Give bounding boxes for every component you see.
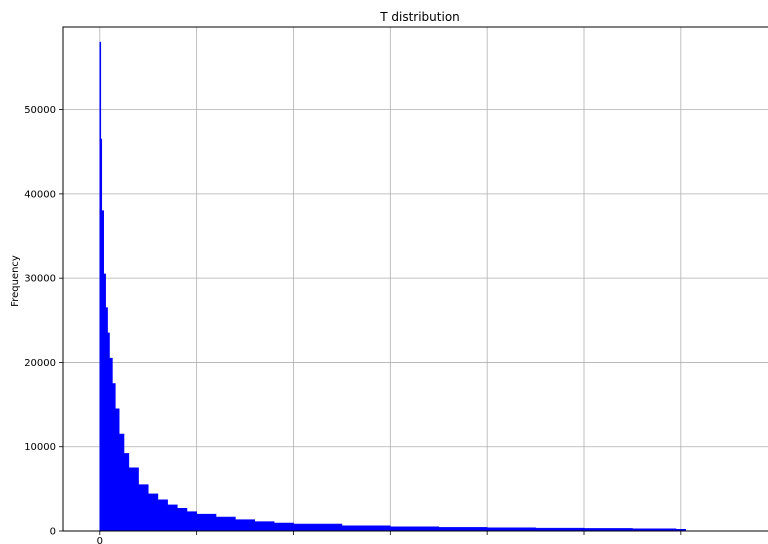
y-tick-label-2: 20000 (24, 358, 56, 369)
histogram-area (99, 41, 686, 532)
grid-lines (63, 27, 768, 531)
y-tick-label-1: 10000 (24, 442, 56, 453)
plot-border (62, 26, 768, 532)
y-axis: 0 10000 20000 30000 40000 50000 (24, 105, 63, 538)
y-tick-label-3: 30000 (24, 274, 56, 285)
x-tick-label-0: 0 (97, 536, 103, 544)
histogram-bars (99, 41, 686, 532)
y-tick-label-4: 40000 (24, 189, 56, 200)
chart-title: T distribution (379, 10, 460, 24)
x-axis: 0 (97, 531, 682, 544)
y-tick-label-5: 50000 (24, 105, 56, 116)
y-tick-label-0: 0 (50, 527, 56, 538)
plot-frame (62, 26, 768, 532)
y-axis-label: Frequency (10, 255, 21, 307)
